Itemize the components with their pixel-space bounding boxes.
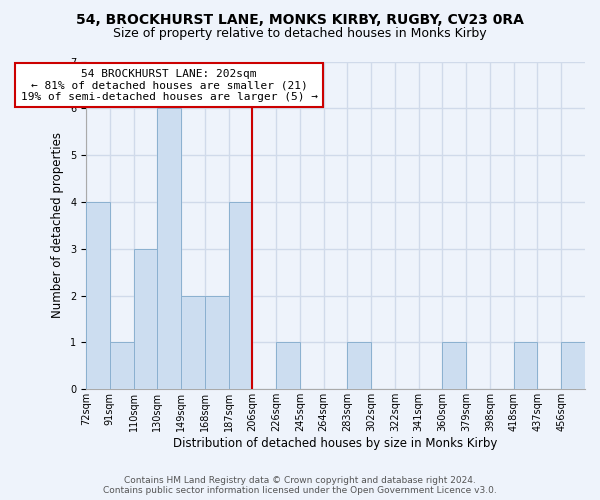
Bar [561,342,585,390]
Bar [205,296,229,390]
Bar [442,342,466,390]
Text: 54, BROCKHURST LANE, MONKS KIRBY, RUGBY, CV23 0RA: 54, BROCKHURST LANE, MONKS KIRBY, RUGBY,… [76,12,524,26]
Text: Size of property relative to detached houses in Monks Kirby: Size of property relative to detached ho… [113,28,487,40]
Text: 54 BROCKHURST LANE: 202sqm
← 81% of detached houses are smaller (21)
19% of semi: 54 BROCKHURST LANE: 202sqm ← 81% of deta… [20,68,317,102]
Bar [347,342,371,390]
Bar [110,342,134,390]
Bar [181,296,205,390]
Bar [514,342,538,390]
Text: Contains HM Land Registry data © Crown copyright and database right 2024.
Contai: Contains HM Land Registry data © Crown c… [103,476,497,495]
X-axis label: Distribution of detached houses by size in Monks Kirby: Distribution of detached houses by size … [173,437,497,450]
Bar [86,202,110,390]
Bar [229,202,253,390]
Y-axis label: Number of detached properties: Number of detached properties [52,132,64,318]
Bar [157,108,181,390]
Bar [276,342,300,390]
Bar [134,249,157,390]
